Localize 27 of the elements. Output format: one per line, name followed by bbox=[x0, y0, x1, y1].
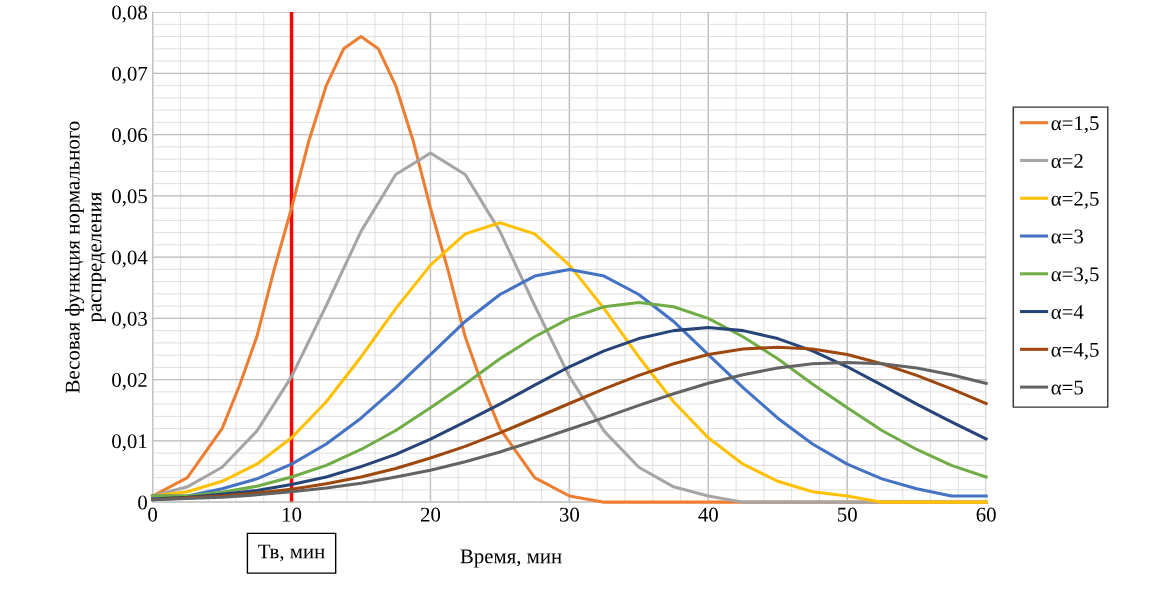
legend-label: α=5 bbox=[1051, 380, 1084, 395]
y-tick-label: 0,04 bbox=[112, 250, 148, 268]
y-tick-label: 0,08 bbox=[112, 5, 147, 23]
x-tick-label: 40 bbox=[698, 507, 718, 522]
x-tick-label: 50 bbox=[838, 507, 857, 522]
y-tick-label: 0,06 bbox=[112, 127, 148, 146]
legend-label: α=4 bbox=[1051, 305, 1084, 320]
x-tick-label: 20 bbox=[420, 507, 441, 522]
x-tick-label: 10 bbox=[282, 507, 302, 522]
legend-label: α=3,5 bbox=[1051, 267, 1099, 285]
x-tick-label: 0 bbox=[148, 507, 158, 522]
legend-label: α=4,5 bbox=[1051, 342, 1099, 360]
legend-label: α=1,5 bbox=[1051, 116, 1099, 134]
legend-label: α=3 bbox=[1051, 229, 1084, 244]
y-tick-label: 0,03 bbox=[112, 311, 147, 329]
legend-label: α=2,5 bbox=[1051, 191, 1099, 209]
ref-line-label: Тв, мин bbox=[258, 544, 325, 562]
y-tick-label: 0,02 bbox=[112, 373, 147, 391]
y-tick-label: 0,01 bbox=[112, 434, 147, 452]
legend-label: α=2 bbox=[1051, 153, 1083, 168]
y-tick-label: 0,07 bbox=[112, 66, 148, 84]
y-tick-label: 0 bbox=[138, 495, 147, 510]
x-tick-label: 60 bbox=[976, 507, 996, 522]
x-tick-label: 30 bbox=[559, 507, 580, 522]
y-axis-title: Весовая функция нормального распределения bbox=[65, 121, 106, 393]
x-axis-title: Время, мин bbox=[460, 549, 562, 568]
y-tick-label: 0,05 bbox=[112, 189, 147, 207]
